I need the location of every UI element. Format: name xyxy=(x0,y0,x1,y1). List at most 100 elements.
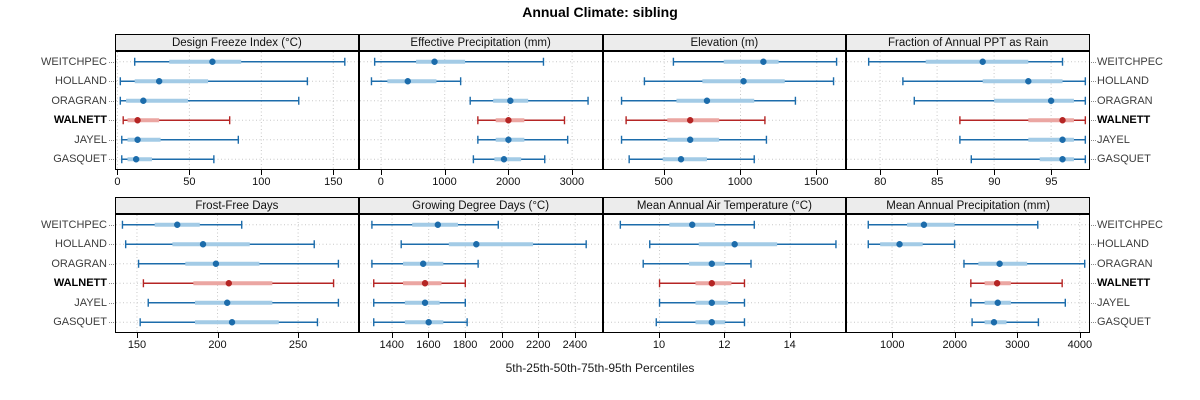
axis-tick-label: 2400 xyxy=(562,339,588,351)
series-holland-mean-annual-air-temperature-c xyxy=(648,240,837,249)
station-label-right-weitchpec: WEITCHPEC xyxy=(1097,218,1163,231)
axis-tick-label: 12 xyxy=(718,339,731,351)
row-tick-stub-left xyxy=(109,224,114,226)
series-holland-fraction-of-annual-ppt-as-rain xyxy=(902,77,1087,86)
panel-canvas-frost-free-days xyxy=(116,215,358,332)
row-tick-stub-right xyxy=(1091,283,1096,285)
station-label-left-weitchpec: WEITCHPEC xyxy=(41,55,107,68)
axis-tick xyxy=(994,170,996,175)
station-label-left-jayel: JAYEL xyxy=(74,296,107,309)
station-label-right-oragran: ORAGRAN xyxy=(1097,94,1153,107)
series-jayel-growing-degree-days-c xyxy=(372,298,466,307)
panel-mean-annual-precipitation-mm xyxy=(846,214,1090,333)
series-weitchpec-elevation-m xyxy=(672,57,837,66)
panel-growing-degree-days-c xyxy=(358,214,603,333)
series-weitchpec-effective-precipitation-mm xyxy=(373,57,544,66)
series-gasquet-fraction-of-annual-ppt-as-rain xyxy=(970,155,1087,164)
station-label-right-gasquet: GASQUET xyxy=(1097,153,1151,166)
row-tick-stub-right xyxy=(1091,263,1096,265)
axis-tick xyxy=(574,333,576,338)
panel-header-effective-precipitation-mm: Effective Precipitation (mm) xyxy=(358,34,603,51)
axis-tick xyxy=(880,170,882,175)
axis-tick xyxy=(1017,333,1019,338)
panel-canvas-mean-annual-air-temperature-c xyxy=(603,215,846,332)
series-gasquet-growing-degree-days-c xyxy=(372,318,468,327)
axis-tick-label: 1600 xyxy=(416,339,441,351)
series-oragran-mean-annual-air-temperature-c xyxy=(642,259,752,268)
series-walnett-mean-annual-precipitation-mm xyxy=(970,279,1064,288)
station-label-right-gasquet: GASQUET xyxy=(1097,316,1151,329)
axis-tick xyxy=(816,170,818,175)
series-holland-frost-free-days xyxy=(124,240,315,249)
axis-tick-label: 1000 xyxy=(880,339,905,351)
row-tick-stub-left xyxy=(109,263,114,265)
axis-tick xyxy=(298,333,300,338)
series-walnett-design-freeze-index-c xyxy=(122,116,231,125)
axis-tick xyxy=(538,333,540,338)
axis-tick xyxy=(444,170,446,175)
axis-tick-label: 500 xyxy=(654,176,673,188)
series-weitchpec-growing-degree-days-c xyxy=(370,220,499,229)
axis-tick-label: 85 xyxy=(931,176,944,188)
series-jayel-elevation-m xyxy=(620,135,767,144)
station-label-left-weitchpec: WEITCHPEC xyxy=(41,218,107,231)
axis-tick-label: 0 xyxy=(114,176,121,188)
axis-tick xyxy=(954,333,956,338)
series-gasquet-effective-precipitation-mm xyxy=(472,155,546,164)
station-label-left-gasquet: GASQUET xyxy=(53,153,107,166)
row-tick-stub-left xyxy=(109,244,114,246)
series-jayel-mean-annual-precipitation-mm xyxy=(970,298,1067,307)
axis-tick xyxy=(1051,170,1053,175)
axis-tick-label: 14 xyxy=(783,339,796,351)
series-oragran-elevation-m xyxy=(620,96,796,105)
series-oragran-mean-annual-precipitation-mm xyxy=(963,259,1086,268)
series-jayel-mean-annual-air-temperature-c xyxy=(658,298,745,307)
axis-tick-label: 200 xyxy=(208,339,227,351)
series-holland-mean-annual-precipitation-mm xyxy=(867,240,956,249)
chart-title: Annual Climate: sibling xyxy=(522,4,678,20)
axis-tick xyxy=(789,333,791,338)
panel-header-growing-degree-days-c: Growing Degree Days (°C) xyxy=(358,197,603,214)
station-label-left-holland: HOLLAND xyxy=(55,238,107,251)
axis-tick-label: 2000 xyxy=(942,339,968,351)
row-tick-stub-left xyxy=(109,302,114,304)
panel-header-design-freeze-index-c: Design Freeze Index (°C) xyxy=(115,34,359,51)
panel-mean-annual-air-temperature-c xyxy=(602,214,847,333)
row-tick-stub-right xyxy=(1091,224,1096,226)
series-walnett-effective-precipitation-mm xyxy=(476,116,565,125)
panel-header-elevation-m: Elevation (m) xyxy=(602,34,847,51)
series-holland-design-freeze-index-c xyxy=(119,77,309,86)
station-label-right-walnett: WALNETT xyxy=(1097,114,1151,127)
station-label-right-jayel: JAYEL xyxy=(1097,133,1130,146)
series-walnett-mean-annual-air-temperature-c xyxy=(658,279,745,288)
series-walnett-elevation-m xyxy=(624,116,766,125)
station-label-right-jayel: JAYEL xyxy=(1097,296,1130,309)
panel-header-mean-annual-precipitation-mm: Mean Annual Precipitation (mm) xyxy=(846,197,1090,214)
panel-header-frost-free-days: Frost-Free Days xyxy=(115,197,359,214)
axis-tick xyxy=(508,170,510,175)
axis-tick xyxy=(501,333,503,338)
series-holland-growing-degree-days-c xyxy=(400,240,587,249)
axis-tick-label: 1400 xyxy=(379,339,405,351)
station-label-left-gasquet: GASQUET xyxy=(53,316,107,329)
axis-tick-label: 3000 xyxy=(1005,339,1030,351)
panel-effective-precipitation-mm xyxy=(358,51,603,170)
panel-canvas-growing-degree-days-c xyxy=(359,215,602,332)
series-weitchpec-mean-annual-air-temperature-c xyxy=(619,220,755,229)
series-oragran-frost-free-days xyxy=(137,259,340,268)
axis-tick xyxy=(937,170,939,175)
series-jayel-fraction-of-annual-ppt-as-rain xyxy=(959,135,1087,144)
row-tick-stub-left xyxy=(109,139,114,141)
axis-tick-label: 80 xyxy=(874,176,887,188)
series-oragran-growing-degree-days-c xyxy=(370,259,479,268)
station-label-left-walnett: WALNETT xyxy=(53,277,107,290)
series-gasquet-mean-annual-precipitation-mm xyxy=(971,318,1040,327)
series-gasquet-mean-annual-air-temperature-c xyxy=(655,318,745,327)
row-tick-stub-left xyxy=(109,159,114,161)
station-label-left-oragran: ORAGRAN xyxy=(51,257,107,270)
series-jayel-effective-precipitation-mm xyxy=(476,135,569,144)
axis-tick xyxy=(428,333,430,338)
axis-tick-label: 250 xyxy=(288,339,308,351)
row-tick-stub-right xyxy=(1091,61,1096,63)
